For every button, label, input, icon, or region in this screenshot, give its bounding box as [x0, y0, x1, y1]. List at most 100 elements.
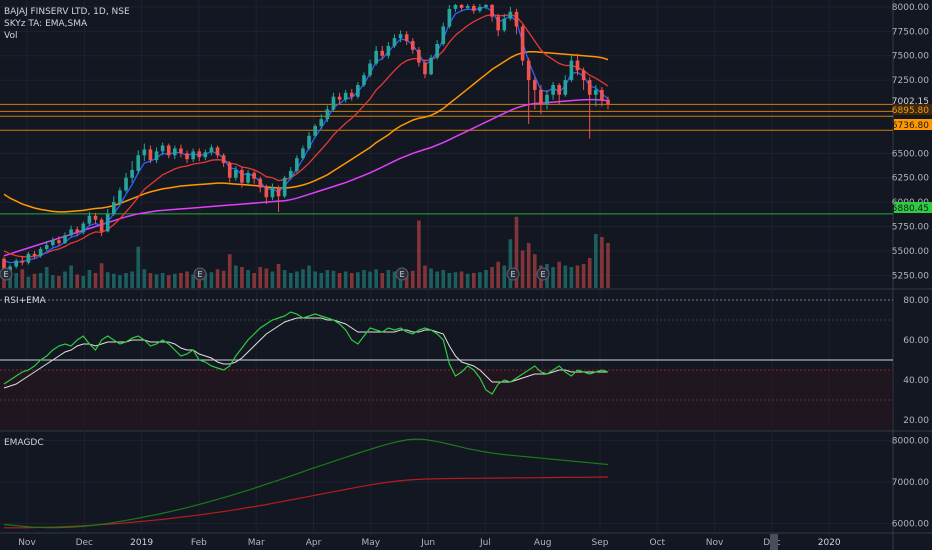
volume-bar: [173, 273, 177, 288]
volume-bar: [38, 273, 43, 288]
candle-body: [32, 253, 37, 256]
candle-body: [50, 240, 55, 246]
rsi-axis-label: 40.00: [903, 376, 929, 386]
candle-body: [502, 18, 507, 31]
price-axis-label: 6500.00: [892, 149, 929, 159]
volume-bar: [593, 234, 598, 288]
candle-body: [246, 172, 250, 183]
volume-bar: [429, 268, 433, 288]
volume-bar: [124, 273, 128, 288]
volume-bar: [246, 270, 250, 288]
candle-body: [447, 8, 452, 27]
candle-body: [295, 158, 299, 171]
candle-body: [264, 187, 269, 198]
candle-body: [154, 151, 159, 161]
candle-body: [221, 155, 226, 164]
volume-bar: [227, 254, 232, 288]
candle-body: [313, 125, 317, 136]
candle-body: [398, 34, 403, 39]
volume-bar: [148, 273, 153, 288]
rsi-line: [3, 311, 609, 395]
candle-body: [349, 92, 354, 97]
volume-bar: [532, 254, 537, 288]
candle-body: [423, 62, 427, 75]
candle-body: [288, 170, 293, 178]
candle-body: [99, 219, 104, 232]
emagdc-fast-line: [3, 438, 609, 529]
candle-body: [124, 177, 128, 191]
volume-bar: [465, 273, 470, 288]
volume-bar: [209, 272, 214, 288]
time-axis-label: Jul: [479, 538, 491, 548]
candle-body: [471, 5, 476, 11]
price-axis-label: 7500.00: [892, 52, 929, 62]
ema-short-line: [3, 6, 609, 264]
volume-bar: [234, 265, 238, 288]
volume-bar: [32, 273, 37, 288]
rsi-axis-label: 60.00: [903, 336, 929, 346]
candle-body: [368, 63, 372, 76]
candle-body: [105, 213, 110, 232]
candle-body: [557, 85, 562, 95]
price-axis-label: 6250.00: [892, 174, 929, 184]
candle-body: [148, 149, 153, 161]
candle-body: [142, 149, 147, 156]
volume-bar: [606, 243, 610, 288]
candle-body: [343, 92, 348, 100]
volume-bar: [557, 261, 562, 288]
volume-bar: [179, 273, 183, 288]
volume-bar: [57, 276, 61, 288]
price-label: 7002.15: [892, 97, 929, 107]
volume-bar: [252, 273, 256, 288]
candle-body: [380, 50, 385, 56]
volume-bar: [203, 273, 208, 288]
rsi-panel-title: RSI+EMA: [4, 296, 46, 306]
volume-bar: [362, 270, 366, 288]
volume-bar: [587, 258, 592, 288]
candle-body: [38, 248, 43, 256]
volume-bar: [496, 261, 500, 288]
volume-bar: [478, 272, 482, 288]
candle-body: [215, 147, 220, 156]
volume-bar: [307, 265, 311, 288]
candle-body: [307, 135, 311, 149]
time-axis-label: Nov: [18, 538, 36, 548]
volume-bar: [484, 270, 488, 288]
time-axis-label: Feb: [191, 538, 207, 548]
volume-bar: [142, 269, 147, 288]
volume-bar: [435, 271, 439, 288]
volume-bar: [14, 273, 19, 288]
event-marker-label: E: [540, 270, 545, 279]
volume-bar: [520, 250, 525, 288]
candle-body: [453, 4, 458, 9]
candle-body: [20, 260, 25, 263]
volume-bar: [240, 267, 244, 288]
candle-body: [496, 16, 500, 31]
volume-bar: [166, 275, 171, 288]
study-volume-label: Vol: [4, 31, 18, 41]
volume-bar: [514, 216, 519, 288]
candle-body: [81, 223, 86, 233]
volume-bar: [600, 237, 604, 288]
candle-body: [160, 145, 165, 152]
candle-body: [337, 96, 342, 100]
price-axis-label: 7250.00: [892, 76, 929, 86]
price-label: 5880.45: [892, 204, 929, 214]
event-marker-label: E: [510, 270, 515, 279]
volume-bar: [63, 271, 67, 288]
volume-bar: [154, 274, 159, 288]
volume-bar: [301, 269, 305, 288]
candle-body: [417, 49, 421, 63]
candle-body: [270, 187, 275, 198]
volume-bar: [130, 271, 134, 288]
candle-body: [44, 245, 49, 249]
candle-body: [118, 190, 122, 204]
price-axis-label: 8000.00: [892, 3, 929, 13]
candle-body: [429, 57, 433, 75]
volume-bar: [471, 273, 476, 288]
time-axis-label: Nov: [706, 538, 724, 548]
volume-bar: [191, 274, 195, 288]
volume-bar: [392, 271, 397, 288]
candle-body: [112, 202, 116, 214]
